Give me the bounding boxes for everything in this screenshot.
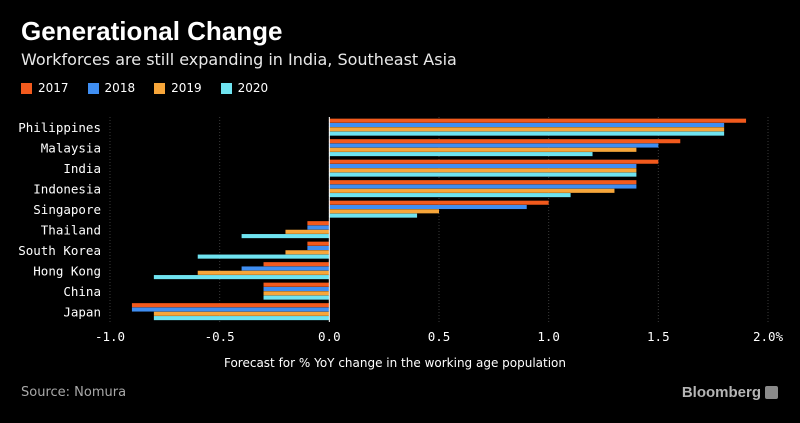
bar xyxy=(329,118,747,123)
bar xyxy=(241,266,330,271)
bar xyxy=(329,184,637,189)
bar xyxy=(329,139,681,144)
bar xyxy=(329,122,725,128)
brand-wordmark: Bloomberg xyxy=(681,384,761,401)
chart-title: Generational Change xyxy=(21,16,283,46)
bar xyxy=(329,163,637,169)
chart-legend: 2017 2018 2019 2020 xyxy=(21,81,287,95)
legend-item: 2017 xyxy=(21,81,69,95)
bar xyxy=(329,200,549,205)
legend-label: 2020 xyxy=(237,81,269,95)
bar xyxy=(329,209,439,214)
bar xyxy=(285,250,330,255)
category-label: Singapore xyxy=(33,202,101,217)
legend-swatch xyxy=(87,82,99,94)
bar xyxy=(329,193,571,198)
category-label: India xyxy=(63,161,101,176)
bar xyxy=(329,188,615,193)
category-label: Hong Kong xyxy=(33,263,101,278)
x-tick-label: -1.0 xyxy=(95,329,125,344)
bar xyxy=(263,291,330,296)
bar xyxy=(197,270,330,275)
bar xyxy=(329,168,637,173)
bar xyxy=(329,147,637,152)
bar xyxy=(329,152,593,157)
bar xyxy=(153,311,330,316)
bar xyxy=(263,295,330,300)
bar xyxy=(307,221,330,226)
x-axis-label: Forecast for % YoY change in the working… xyxy=(224,356,566,370)
category-label: Malaysia xyxy=(41,140,101,155)
bar xyxy=(285,229,330,234)
bar xyxy=(329,180,637,185)
bar xyxy=(329,143,659,148)
x-tick-label: 0.5 xyxy=(428,329,451,344)
legend-swatch xyxy=(154,82,166,94)
x-tick-label: 0.0 xyxy=(318,329,341,344)
bar xyxy=(329,159,659,164)
bar xyxy=(197,254,330,259)
x-tick-label: 1.5 xyxy=(647,329,670,344)
bar xyxy=(263,262,330,267)
bar xyxy=(329,172,637,177)
category-label: South Korea xyxy=(18,243,101,258)
source-note: Source: Nomura xyxy=(21,385,127,400)
bar xyxy=(241,234,330,239)
bar xyxy=(263,286,330,292)
category-label: Japan xyxy=(63,304,101,319)
bar xyxy=(263,282,330,287)
legend-label: 2017 xyxy=(38,81,69,95)
bar xyxy=(329,213,418,218)
category-label: China xyxy=(63,284,101,299)
legend-item: 2019 xyxy=(154,81,202,95)
legend-item: 2020 xyxy=(220,81,269,95)
x-tick-label: 1.0 xyxy=(537,329,560,344)
bar xyxy=(131,303,330,308)
category-label: Indonesia xyxy=(33,181,101,196)
bar xyxy=(329,131,725,136)
bar xyxy=(153,275,330,280)
legend-swatch xyxy=(21,82,32,94)
bloomberg-terminal-icon xyxy=(765,386,778,399)
legend-swatch xyxy=(220,82,232,94)
legend-item: 2018 xyxy=(87,81,136,95)
bar xyxy=(307,225,330,230)
bar xyxy=(329,204,527,210)
x-tick-label: 2.0% xyxy=(753,329,784,344)
x-tick-label: -0.5 xyxy=(205,329,235,344)
bar xyxy=(307,241,330,246)
bar xyxy=(329,127,725,132)
category-label: Thailand xyxy=(41,222,101,237)
bar xyxy=(131,307,330,312)
legend-label: 2018 xyxy=(104,81,136,95)
legend-label: 2019 xyxy=(171,81,202,95)
bar xyxy=(153,316,330,321)
chart-subtitle: Workforces are still expanding in India,… xyxy=(21,50,457,69)
category-label: Philippines xyxy=(18,120,101,135)
bar xyxy=(307,245,330,251)
brand-logo: Bloomberg xyxy=(682,384,778,401)
